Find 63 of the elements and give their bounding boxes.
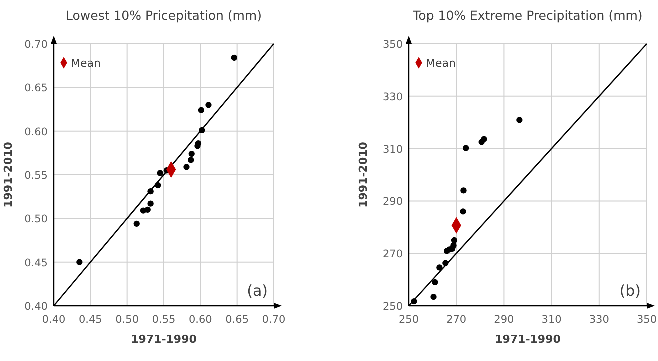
annotation: (b) (620, 282, 641, 300)
point (188, 157, 194, 164)
point (430, 294, 437, 300)
y-tick-label: 250 (382, 301, 403, 313)
point (134, 220, 140, 227)
x-tick-label: 0.60 (188, 314, 212, 326)
y-tick-label: 350 (382, 39, 403, 51)
x-tick-label: 270 (446, 314, 467, 326)
x-axis-title: 1971-1990 (495, 333, 562, 346)
chart-title: Top 10% Extreme Precipitation (mm) (412, 8, 643, 23)
legend-label: Mean (426, 57, 456, 70)
point (451, 237, 458, 244)
point (481, 136, 488, 142)
y-tick-label: 330 (382, 91, 403, 104)
point (195, 140, 202, 147)
x-tick-label: 250 (398, 314, 420, 326)
point (157, 170, 164, 176)
point (432, 279, 438, 286)
point (198, 107, 204, 114)
y-tick-label: 0.45 (24, 257, 48, 270)
point (231, 54, 238, 62)
y-tick-label: 0.55 (24, 170, 48, 182)
y-tick-label: 290 (382, 196, 403, 208)
point (148, 200, 154, 207)
point (516, 117, 523, 124)
point (460, 188, 467, 194)
x-tick-label: 0.50 (116, 314, 140, 326)
y-tick-label: 0.40 (24, 301, 48, 313)
point (442, 260, 449, 266)
chart-title: Lowest 10% Pricepitation (mm) (66, 8, 262, 23)
annotation: (a) (247, 282, 268, 300)
point (411, 298, 418, 305)
point (188, 150, 195, 158)
point (155, 182, 162, 189)
y-tick-label: 0.65 (24, 82, 48, 95)
x-tick-label: 0.40 (42, 314, 66, 326)
point (184, 164, 190, 170)
y-tick-label: 270 (382, 248, 403, 261)
point (76, 259, 83, 266)
point (144, 206, 151, 214)
x-tick-label: 310 (542, 314, 562, 326)
x-tick-label: 0.70 (262, 314, 286, 326)
y-axis-title: 1991-2010 (2, 142, 15, 208)
point (206, 102, 212, 108)
x-tick-label: 350 (636, 314, 658, 326)
x-tick-label: 330 (589, 314, 610, 326)
point (436, 264, 443, 271)
point (199, 127, 206, 134)
x-axis-title: 1971-1990 (131, 333, 198, 346)
point (450, 242, 457, 249)
x-tick-label: 290 (494, 314, 514, 326)
point (463, 145, 470, 152)
legend-label: Mean (71, 57, 101, 70)
y-tick-label: 310 (382, 144, 403, 156)
y-tick-label: 0.70 (24, 39, 48, 51)
point (148, 188, 154, 195)
x-tick-label: 0.45 (78, 314, 102, 326)
y-axis-title: 1991-2010 (357, 142, 370, 208)
y-tick-label: 0.50 (24, 214, 48, 226)
x-tick-label: 0.55 (152, 314, 176, 326)
y-tick-label: 0.60 (24, 126, 48, 138)
x-tick-label: 0.65 (226, 314, 250, 326)
point (460, 208, 466, 215)
